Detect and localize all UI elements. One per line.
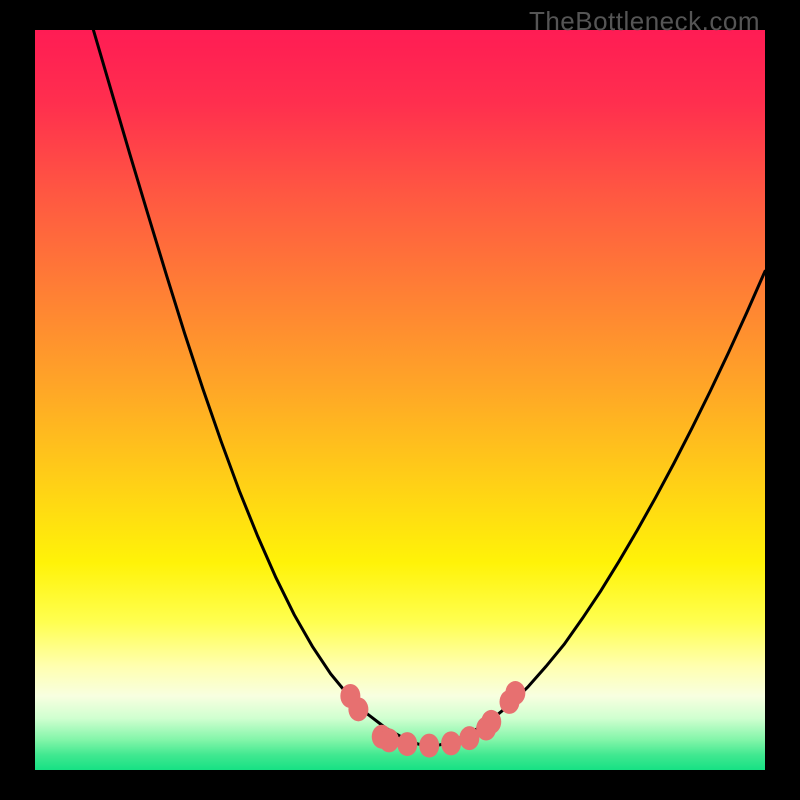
plot-area xyxy=(35,30,765,770)
watermark-text: TheBottleneck.com xyxy=(529,6,760,37)
marker-point xyxy=(441,731,461,755)
marker-point xyxy=(397,732,417,756)
marker-point xyxy=(379,728,399,752)
background-gradient xyxy=(35,30,765,770)
chart-container: TheBottleneck.com xyxy=(0,0,800,800)
marker-point xyxy=(419,734,439,758)
marker-point xyxy=(481,710,501,734)
marker-point xyxy=(505,681,525,705)
marker-point xyxy=(348,697,368,721)
